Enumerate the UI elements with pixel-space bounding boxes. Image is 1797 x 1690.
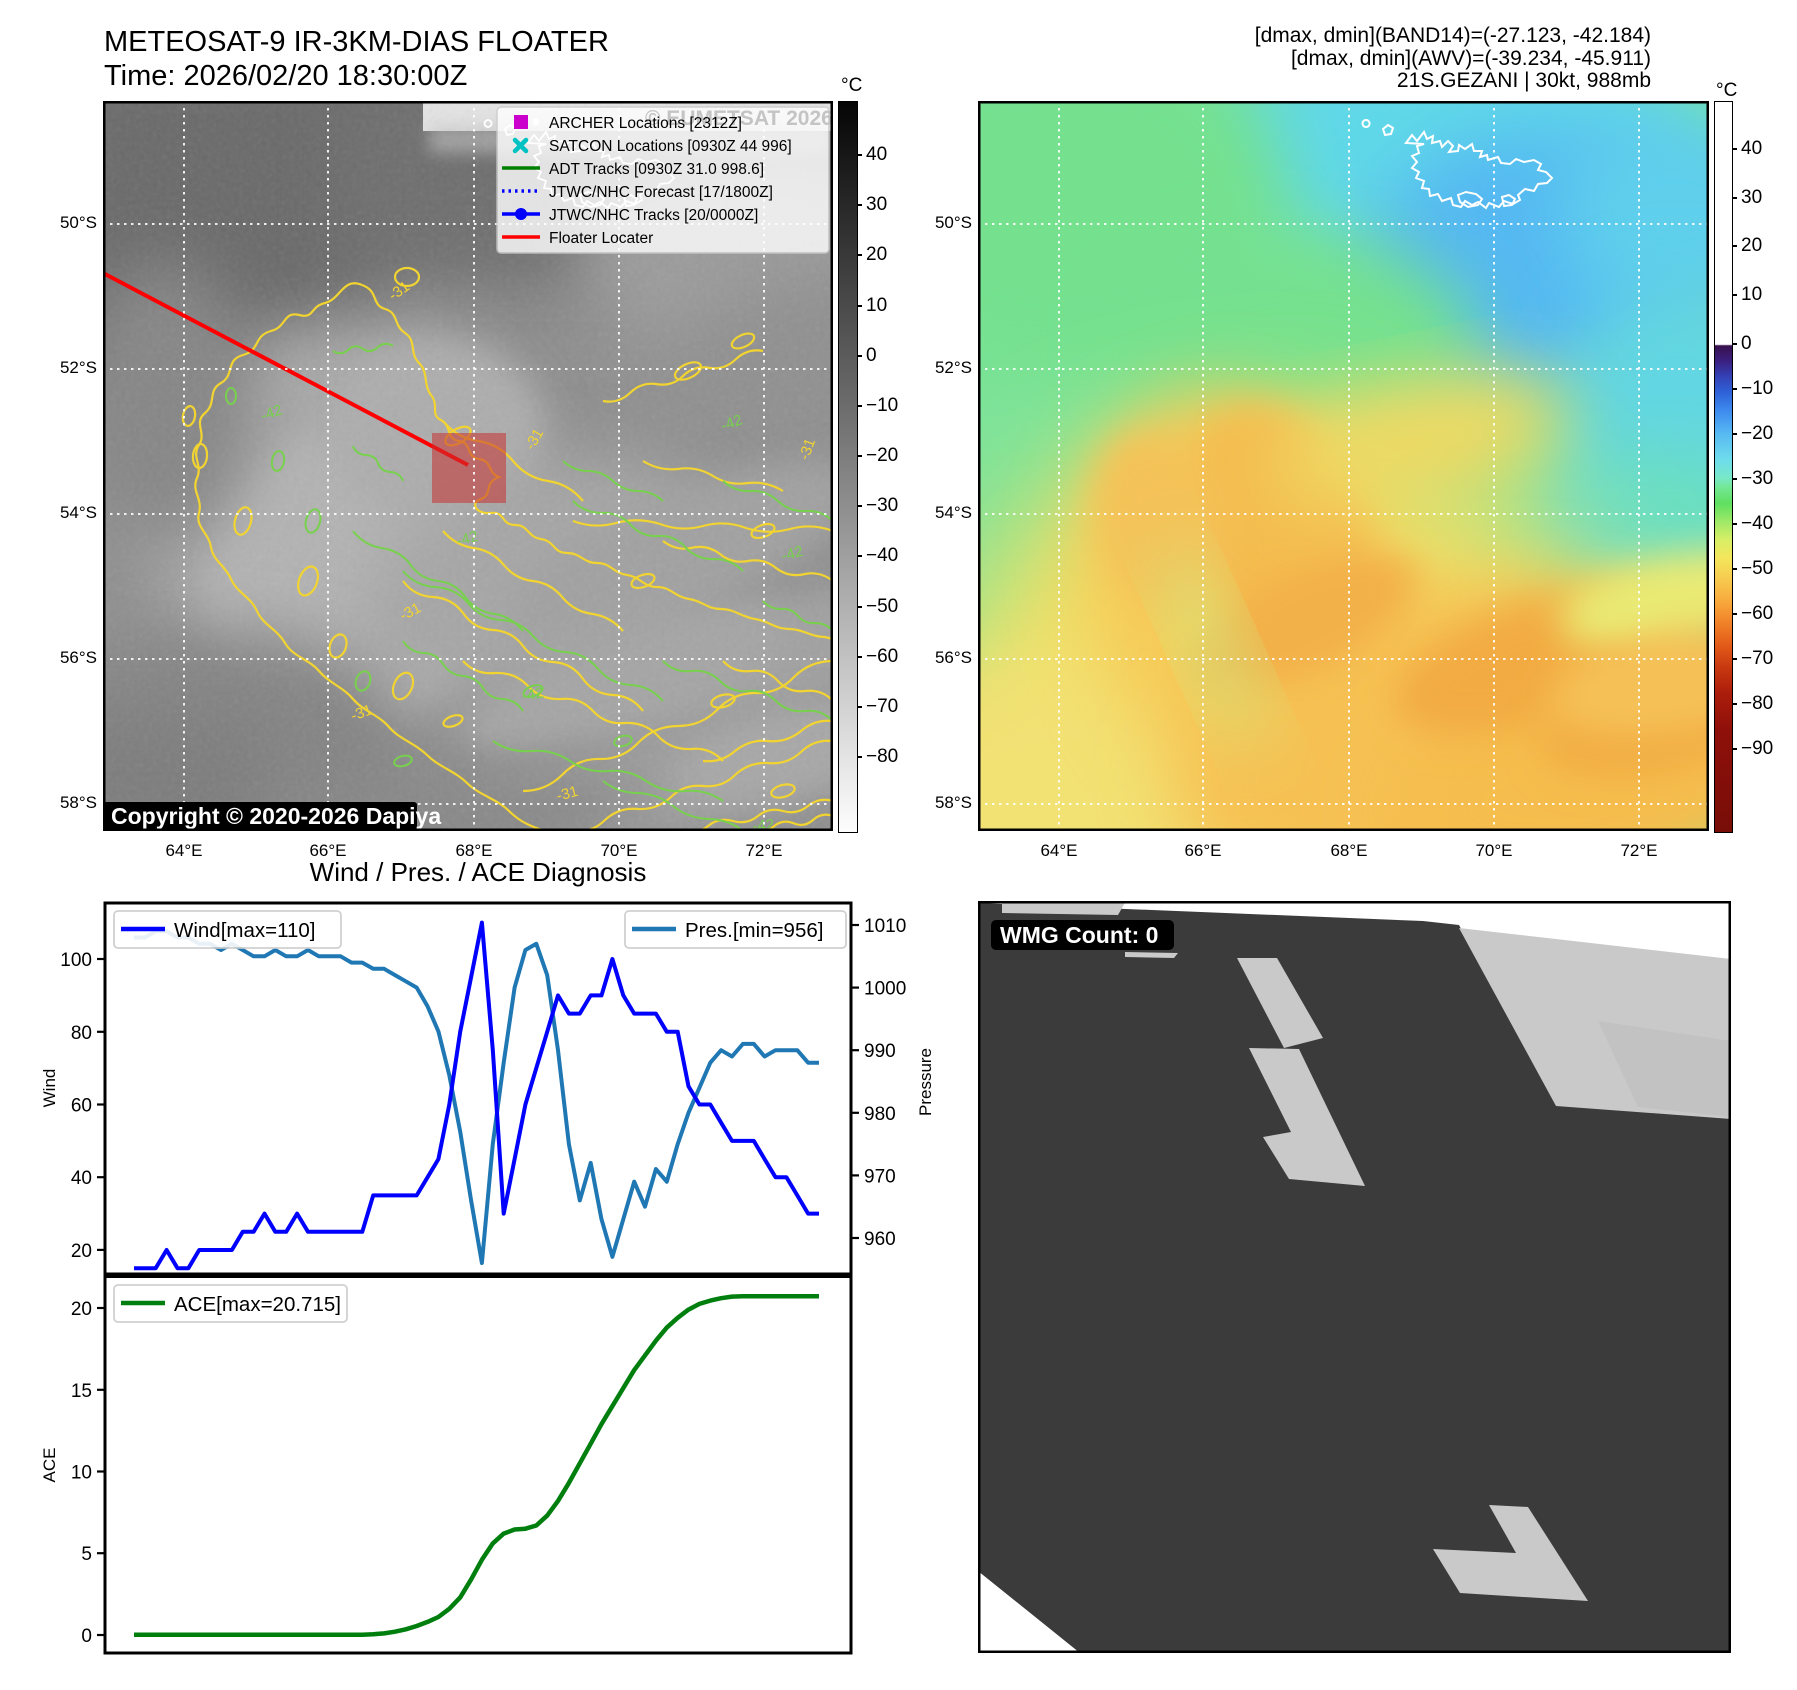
svg-text:ACE[max=20.715]: ACE[max=20.715] [174, 1293, 341, 1316]
svg-text:Wind[max=110]: Wind[max=110] [174, 919, 315, 942]
svg-text:1000: 1000 [864, 979, 906, 1000]
svg-text:Pres.[min=956]: Pres.[min=956] [685, 919, 823, 942]
svg-text:5: 5 [81, 1544, 92, 1565]
svg-text:ARCHER Locations [2312Z]: ARCHER Locations [2312Z] [549, 115, 742, 132]
svg-text:-31: -31 [796, 436, 819, 462]
svg-text:SATCON Locations [0930Z 44 996: SATCON Locations [0930Z 44 996] [549, 138, 792, 155]
svg-text:-42: -42 [259, 401, 285, 424]
svg-text:20: 20 [71, 1299, 92, 1320]
svg-text:WMG Count: 0: WMG Count: 0 [1000, 922, 1158, 948]
svg-text:-31: -31 [555, 783, 580, 805]
svg-text:-42: -42 [521, 684, 545, 705]
svg-text:40: 40 [71, 1168, 92, 1189]
svg-text:0: 0 [81, 1626, 92, 1647]
svg-text:Pressure: Pressure [916, 1048, 935, 1116]
svg-text:Wind: Wind [40, 1069, 59, 1108]
svg-text:JTWC/NHC Tracks [20/0000Z]: JTWC/NHC Tracks [20/0000Z] [549, 207, 758, 224]
svg-text:Floater Locater: Floater Locater [549, 230, 653, 247]
svg-text:ACE: ACE [40, 1448, 59, 1483]
svg-text:80: 80 [71, 1023, 92, 1044]
svg-text:990: 990 [864, 1041, 896, 1062]
svg-text:JTWC/NHC Forecast [17/1800Z]: JTWC/NHC Forecast [17/1800Z] [549, 184, 773, 201]
svg-text:60: 60 [71, 1096, 92, 1117]
svg-text:Copyright © 2020-2026 Dapiya: Copyright © 2020-2026 Dapiya [111, 803, 441, 829]
svg-text:960: 960 [864, 1229, 896, 1250]
svg-text:980: 980 [864, 1104, 896, 1125]
svg-text:1010: 1010 [864, 916, 906, 937]
svg-text:100: 100 [60, 950, 92, 971]
svg-text:ADT Tracks [0930Z 31.0 998.6]: ADT Tracks [0930Z 31.0 998.6] [549, 161, 764, 178]
svg-text:20: 20 [71, 1241, 92, 1262]
svg-text:15: 15 [71, 1381, 92, 1402]
svg-text:-31: -31 [349, 701, 375, 724]
svg-text:970: 970 [864, 1166, 896, 1187]
svg-text:-42: -42 [780, 543, 805, 565]
svg-text:10: 10 [71, 1463, 92, 1484]
svg-text:© EUMETSAT 2026: © EUMETSAT 2026 [645, 107, 833, 130]
svg-text:-42: -42 [719, 411, 745, 434]
